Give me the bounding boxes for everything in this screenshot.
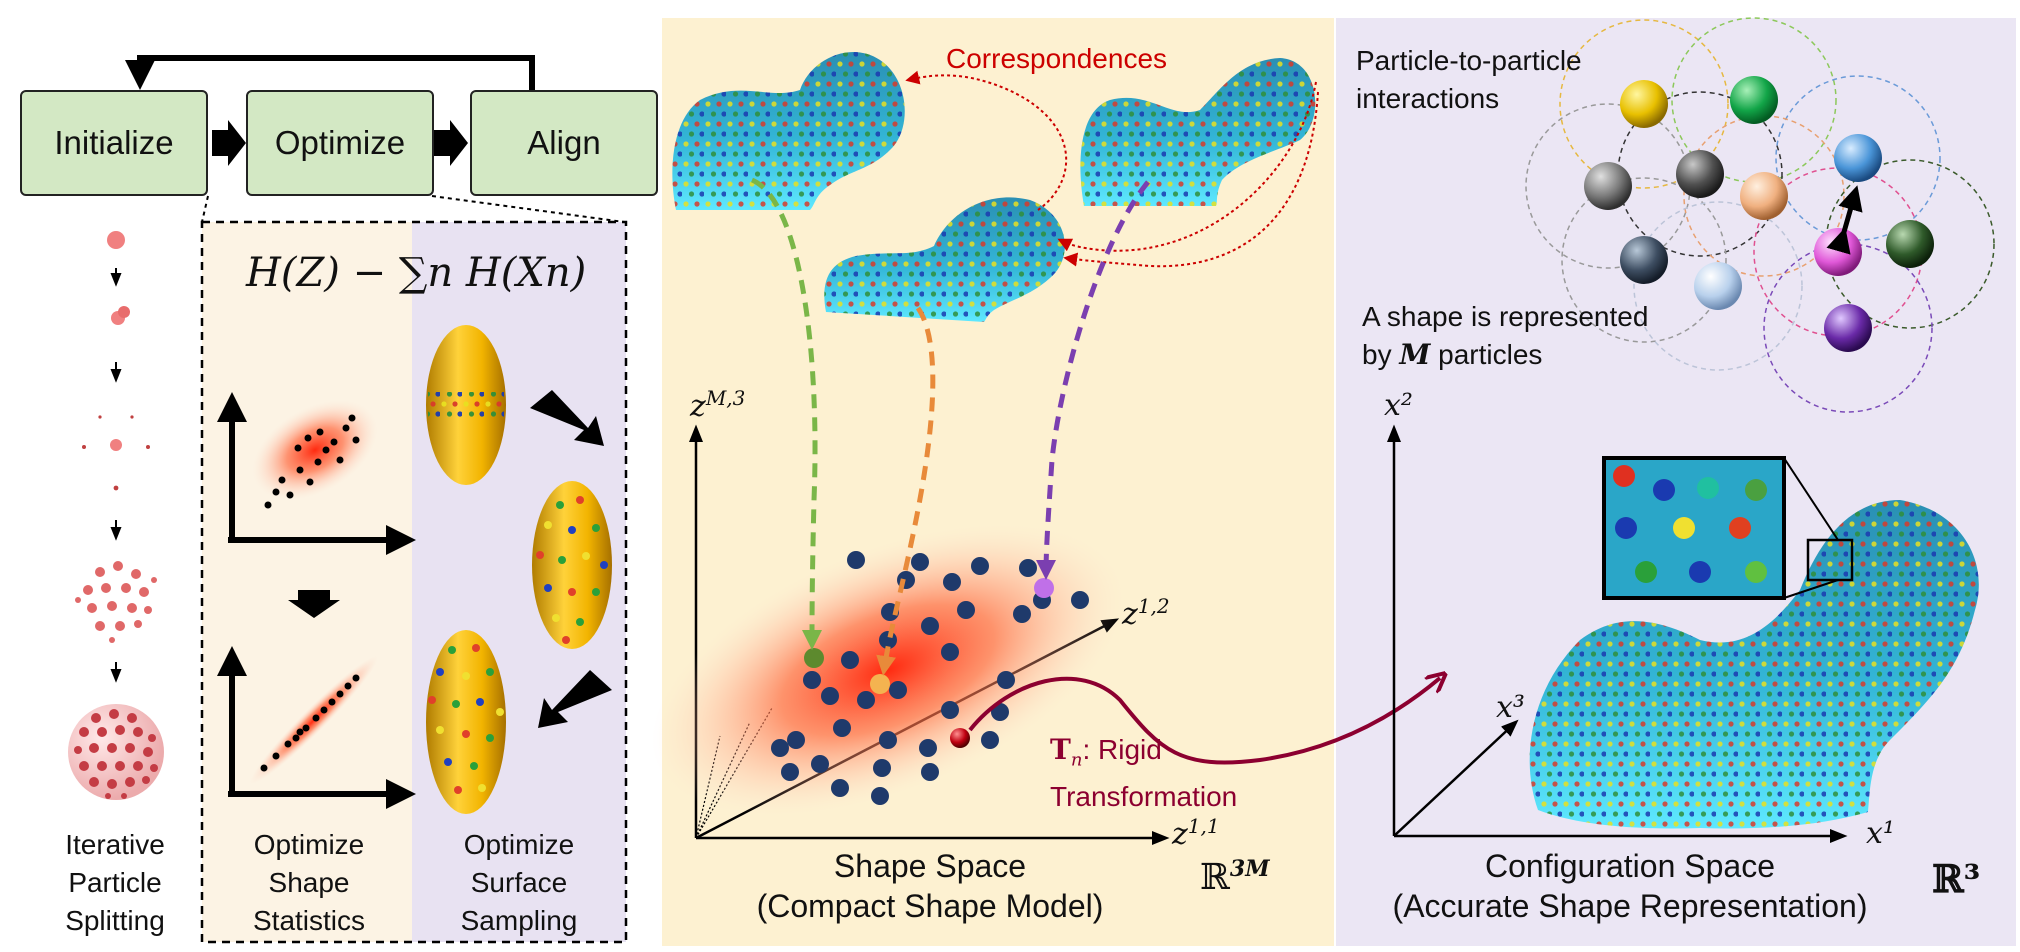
represented-line1: A shape is represented [1362, 301, 1649, 332]
transform-line1: : Rigid [1082, 734, 1162, 765]
particle-splitting-line2: Particle [68, 867, 162, 898]
surface-sampling-caption: Optimize Surface Sampling [424, 826, 614, 940]
particle-splitting-line1: Iterative [65, 829, 165, 860]
ellipsoid-bottom [426, 630, 506, 814]
represented-M: M [1399, 338, 1431, 371]
stats-plot-bottom [217, 646, 416, 809]
correspondences-label: Correspondences [946, 43, 1168, 74]
zoom-line-right [431, 195, 625, 223]
axis-z12-label: z1,2 [1122, 594, 1170, 632]
particle-splitting-line3: Splitting [65, 905, 165, 936]
correspondence-line-2 [1057, 81, 1317, 252]
sample-darkred [950, 728, 970, 748]
particle-splitting-sequence [68, 231, 164, 800]
shape-space-symbol: ℝ3M [1200, 856, 1270, 898]
optimize-detail-box [200, 220, 628, 944]
align-box: Align [470, 90, 658, 196]
interaction-double-arrow [1826, 185, 1863, 255]
axis-x3 [1393, 719, 1519, 837]
config-space-title-line1: Configuration Space [1485, 848, 1775, 884]
axis-x1-label: x¹ [1866, 816, 1895, 851]
represented-label: A shape is represented by M particles [1362, 298, 1648, 374]
represented-line2-post: particles [1430, 339, 1543, 370]
shape-space-title-line2: (Compact Shape Model) [756, 888, 1104, 924]
particle-splitting-caption: Iterative Particle Splitting [30, 826, 200, 940]
femur-shape-top-left [672, 51, 905, 210]
axis-z-m3-label: zM,3 [690, 386, 746, 424]
sample-orange [870, 674, 890, 694]
femur-shape-large [1529, 500, 1979, 829]
stats-plot-top [217, 392, 416, 555]
axis-x3-label: x³ [1496, 690, 1525, 725]
shape-space-title-line1: Shape Space [833, 848, 1027, 884]
zoom-source-box [1806, 538, 1854, 582]
mapping-arrow-green [750, 177, 823, 650]
objective-formula: H(Z) − ∑n H(Xn) [246, 250, 587, 296]
initialize-box: Initialize [20, 90, 208, 196]
correspondence-line-1 [905, 70, 1068, 211]
sample-purple [1034, 578, 1054, 598]
shape-statistics-line2: Shape [268, 867, 350, 898]
correspondence-line-3 [1063, 91, 1319, 268]
arrow-optimize-to-align [434, 120, 468, 166]
shape-statistics-caption: Optimize Shape Statistics [214, 826, 404, 940]
zoom-connector-bottom [1783, 579, 1839, 599]
align-label: Align [527, 124, 601, 161]
zoom-connector-top [1783, 457, 1839, 541]
zoom-line-left [201, 195, 209, 223]
femur-shape-top-right [1080, 58, 1316, 206]
rigid-transformation-label: Tn: Rigid Transformation [1050, 732, 1237, 815]
transform-line2: Transformation [1050, 780, 1238, 812]
mapping-arrow-purple [1036, 180, 1150, 580]
shape-samples [771, 551, 1089, 805]
sample-green [804, 648, 824, 668]
sampling-arrow-bottom [538, 670, 612, 728]
zoom-inset [1604, 458, 1784, 598]
stats-panel-bg [202, 222, 412, 942]
sampling-arrow-top [530, 390, 604, 446]
transform-symbol: Tn [1050, 733, 1083, 771]
interactions-line2: interactions [1356, 83, 1500, 114]
ellipsoid-right [532, 481, 612, 649]
axis-x2-label: x² [1384, 388, 1413, 423]
config-space-title: Configuration Space (Accurate Shape Repr… [1380, 846, 1880, 926]
femur-shape-middle [824, 197, 1065, 322]
interactions-line1: Particle-to-particle [1356, 45, 1582, 76]
surface-sampling-line3: Sampling [460, 905, 578, 936]
config-space-title-line2: (Accurate Shape Representation) [1392, 888, 1868, 924]
shape-statistics-line1: Optimize [253, 829, 365, 860]
arrow-initialize-to-optimize [212, 120, 246, 166]
interactions-label: Particle-to-particle interactions [1356, 42, 1582, 118]
shape-statistics-line3: Statistics [252, 905, 366, 936]
rigid-transformation-arrow [968, 678, 1440, 765]
stats-down-arrow [288, 590, 340, 618]
zoom-inset-border [1602, 456, 1786, 600]
optimize-box: Optimize [246, 90, 434, 196]
initialize-label: Initialize [54, 124, 174, 161]
axis-z11-label: z1,1 [1172, 814, 1220, 852]
config-space-symbol: ℝ³ [1932, 856, 1981, 901]
mapping-arrow-orange [876, 306, 936, 676]
represented-line2-pre: by [1362, 339, 1400, 370]
particle-balls [1584, 76, 1934, 352]
ellipsoid-top [426, 325, 506, 485]
surface-sampling-line1: Optimize [463, 829, 575, 860]
optimize-label: Optimize [274, 124, 406, 161]
shape-space-title: Shape Space (Compact Shape Model) [720, 846, 1140, 926]
loop-back-arrow [125, 55, 535, 92]
surface-sampling-line2: Surface [470, 867, 568, 898]
